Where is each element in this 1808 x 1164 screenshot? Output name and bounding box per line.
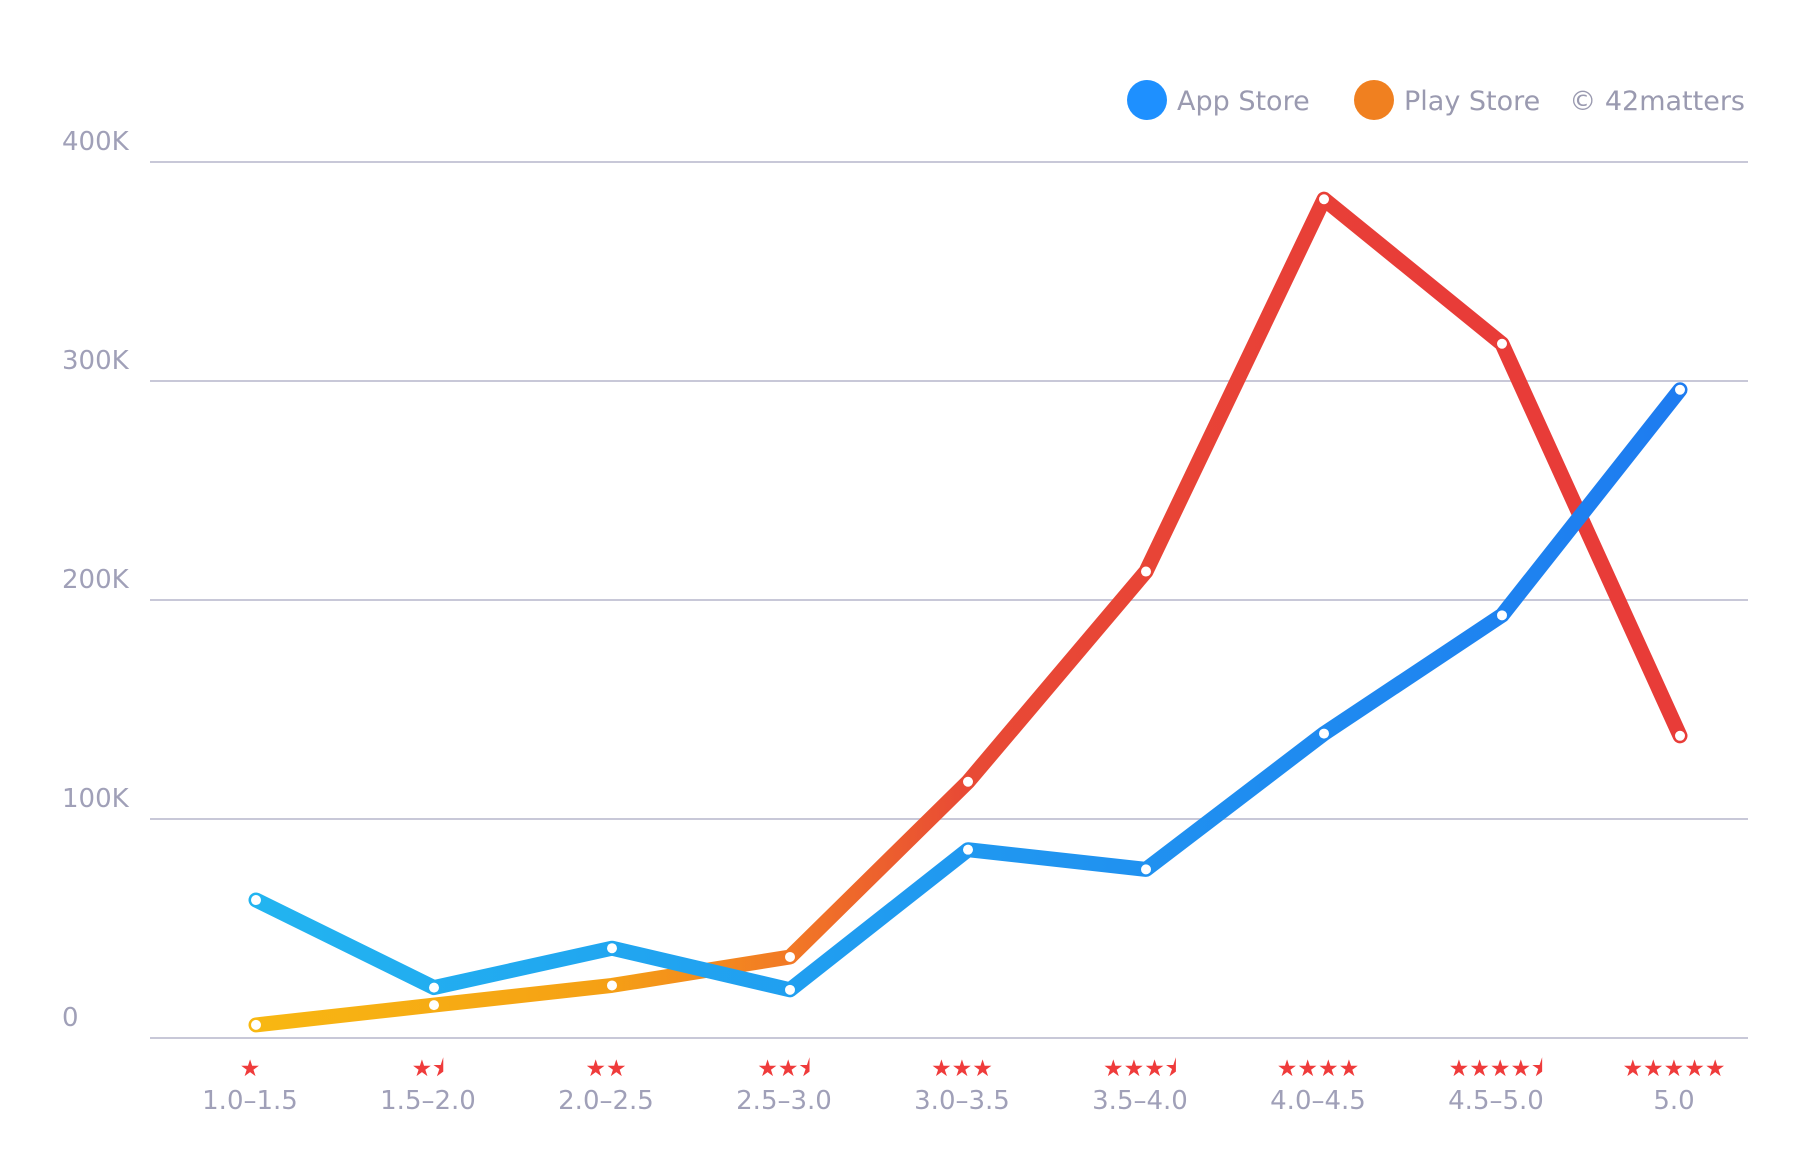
category-stars: ★★★⯨ [1103, 1056, 1177, 1082]
category-stars: ★★★★⯨ [1449, 1056, 1544, 1082]
data-point-app-store [1675, 384, 1685, 395]
y-tick-label: 400K [62, 127, 130, 157]
x-category-label: 2.0–2.5 [558, 1086, 654, 1116]
series-lines [248, 191, 1688, 1033]
legend-app-store-label: App Store [1177, 86, 1310, 117]
legend-app-store-swatch [1127, 80, 1167, 120]
legend-play-store-swatch [1354, 80, 1394, 120]
data-point-app-store [1141, 864, 1151, 875]
x-category-label: 5.0 [1653, 1086, 1694, 1116]
data-point-play-store [963, 776, 973, 787]
x-category-label: 3.5–4.0 [1092, 1086, 1188, 1116]
y-tick-label: 300K [62, 346, 130, 376]
data-point-app-store [1497, 610, 1507, 621]
series-line-app-store [248, 382, 1688, 998]
data-point-play-store [429, 1000, 439, 1011]
data-point-app-store [607, 943, 617, 954]
legend: App Store Play Store © 42matters [1127, 80, 1745, 120]
x-axis-categories: ★ 1.0–1.5 ★⯨ 1.5–2.0 ★★ 2.0–2.5 ★★⯨ 2.5–3.0 ★★★ 3… [202, 1056, 1725, 1116]
data-point-play-store [607, 980, 617, 991]
data-point-play-store [1319, 194, 1329, 205]
data-point-app-store [429, 982, 439, 993]
x-category-label: 2.5–3.0 [736, 1086, 832, 1116]
legend-play-store-label: Play Store [1404, 86, 1540, 117]
x-category-label: 1.5–2.0 [380, 1086, 476, 1116]
data-point-app-store [785, 984, 795, 995]
data-point-app-store [963, 844, 973, 855]
category-stars: ★★ [585, 1056, 626, 1082]
grid-lines [150, 161, 1748, 1039]
category-stars: ★★⯨ [757, 1056, 810, 1082]
x-category-label: 1.0–1.5 [202, 1086, 298, 1116]
category-stars: ★ [240, 1056, 261, 1082]
data-point-app-store [251, 895, 261, 906]
y-axis-tick-labels: 0 100K 200K 300K 400K [62, 127, 130, 1033]
y-tick-label: 100K [62, 784, 130, 814]
data-points [251, 194, 1685, 1030]
category-stars: ★★★★ [1277, 1056, 1359, 1082]
data-point-play-store [1497, 338, 1507, 349]
category-stars: ★★★★★ [1622, 1056, 1725, 1082]
x-category-label: 4.5–5.0 [1448, 1086, 1544, 1116]
data-point-play-store [1675, 730, 1685, 741]
data-point-play-store [251, 1019, 261, 1030]
data-point-play-store [785, 951, 795, 962]
category-stars: ★⯨ [412, 1056, 445, 1082]
y-tick-label: 0 [62, 1003, 79, 1033]
category-stars: ★★★ [931, 1056, 993, 1082]
credit-label: © 42matters [1569, 86, 1745, 117]
series-line-play-store [248, 191, 1688, 1033]
data-point-app-store [1319, 728, 1329, 739]
x-category-label: 3.0–3.5 [914, 1086, 1010, 1116]
x-category-label: 4.0–4.5 [1270, 1086, 1366, 1116]
data-point-play-store [1141, 566, 1151, 577]
y-tick-label: 200K [62, 565, 130, 595]
